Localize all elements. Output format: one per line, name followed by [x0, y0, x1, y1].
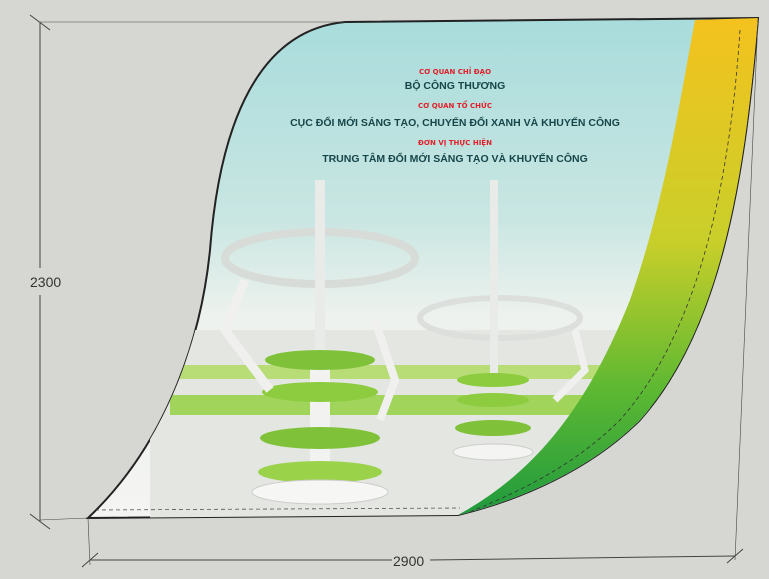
tower	[452, 373, 534, 461]
label: ĐƠN VỊ THỰC HIỆN	[418, 138, 492, 147]
pillar	[490, 180, 498, 380]
robot-arm	[219, 278, 274, 393]
fold-line	[94, 507, 461, 511]
robot-arm	[371, 318, 400, 422]
label: CƠ QUAN CHỈ ĐẠO	[419, 66, 491, 76]
label: CƠ QUAN TỔ CHỨC	[418, 100, 492, 110]
org-name: CỤC ĐỔI MỚI SÁNG TẠO, CHUYỂN ĐỔI XANH VÀ…	[290, 116, 620, 129]
org-name: TRUNG TÂM ĐỔI MỚI SÁNG TẠO VÀ KHUYẾN CÔN…	[322, 152, 588, 165]
ring	[417, 295, 583, 341]
dimension-line	[429, 555, 736, 561]
tick	[29, 513, 51, 530]
banner-text: CƠ QUAN CHỈ ĐẠO BỘ CÔNG THƯƠNG CƠ QUAN T…	[290, 66, 620, 165]
extension-line	[39, 517, 89, 521]
tick	[29, 14, 51, 31]
tower	[251, 350, 389, 505]
dimension-height	[29, 14, 345, 530]
height-label: 2300	[30, 274, 61, 290]
green-stripe	[458, 18, 758, 515]
extension-line	[87, 517, 91, 566]
pillar	[315, 180, 325, 360]
dimension-width	[81, 17, 759, 568]
robot-arm	[552, 329, 589, 403]
org-name: BỘ CÔNG THƯƠNG	[405, 79, 506, 92]
width-label: 2900	[393, 553, 424, 569]
extension-line	[734, 17, 759, 561]
fold-line	[469, 29, 741, 513]
